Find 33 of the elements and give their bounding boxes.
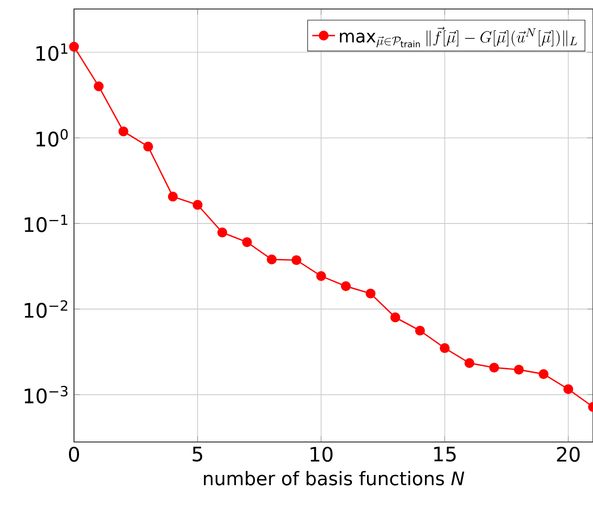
point bbox=[415, 326, 425, 336]
x-tick-label: 5 bbox=[192, 446, 202, 462]
point bbox=[316, 271, 326, 281]
point bbox=[118, 126, 128, 136]
x-tick-label: 0 bbox=[68, 446, 80, 462]
y-tick-label: 10$^{0}$ bbox=[36, 129, 68, 147]
x-axis-title: number of basis functions N bbox=[204, 471, 464, 486]
x-tick-label: 10 bbox=[310, 446, 333, 462]
point bbox=[94, 81, 104, 92]
point bbox=[340, 281, 351, 292]
point bbox=[69, 42, 79, 52]
x-tick-label: 20 bbox=[557, 446, 580, 462]
point bbox=[563, 384, 574, 394]
point bbox=[514, 364, 524, 375]
point bbox=[538, 369, 549, 380]
point bbox=[291, 255, 302, 266]
point bbox=[242, 237, 252, 248]
point bbox=[489, 362, 500, 373]
y-tick-label: 10$^{−3}$ bbox=[24, 386, 68, 404]
point bbox=[217, 228, 228, 238]
point bbox=[168, 192, 178, 202]
point bbox=[143, 142, 154, 152]
point bbox=[464, 358, 474, 368]
point bbox=[440, 343, 450, 354]
point bbox=[266, 254, 277, 264]
point bbox=[366, 288, 376, 298]
point bbox=[192, 200, 203, 210]
y-tick-label: 10$^{−1}$ bbox=[24, 214, 68, 232]
legend-label: $\max_{\vec{\mu}\in\mathcal{P}_{\mathrm{train}}} \|\vec{f}[\vec{\mu}]-G[\vec{\mu}](\vec{u}^N[\vec{\mu}])\|_L$ bbox=[340, 26, 578, 48]
y-tick-label: 10$^{−2}$ bbox=[24, 300, 68, 318]
y-tick-label: 10$^{1}$ bbox=[36, 44, 68, 61]
point bbox=[390, 312, 400, 322]
x-tick-label: 15 bbox=[434, 446, 456, 462]
